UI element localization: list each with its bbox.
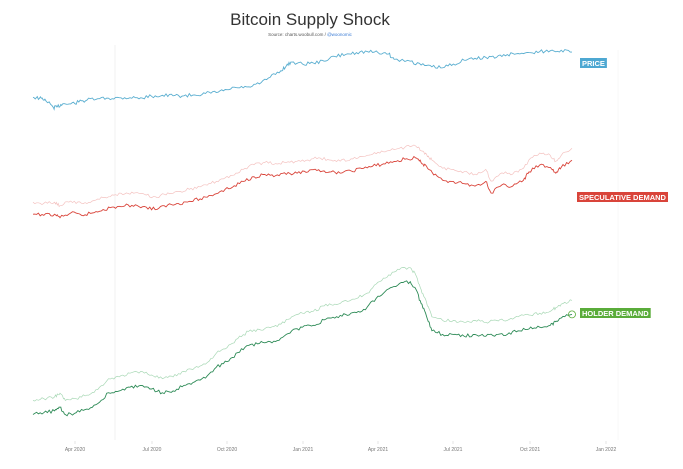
x-tick-label: Jul 2020 [143, 447, 162, 453]
series-end-marker [568, 310, 576, 319]
series-label-holder-demand: HOLDER DEMAND [580, 308, 651, 318]
x-tick-label: Oct 2021 [520, 447, 541, 453]
x-tick-label: Jul 2021 [444, 447, 463, 453]
series-label-speculative-demand: SPECULATIVE DEMAND [577, 192, 668, 202]
x-tick-label: Apr 2020 [65, 447, 86, 453]
chart-title: Bitcoin Supply Shock [230, 10, 390, 29]
x-axis-ticks: Apr 2020 Jul 2020 Oct 2020 Jan 2021 Apr 2021… [65, 441, 617, 453]
x-tick-label: Oct 2020 [217, 447, 238, 453]
series-line-holder-demand [32, 280, 573, 417]
series-labels: PRICE SPECULATIVE DEMAND HOLDER DEMAND [568, 58, 668, 319]
series-line-speculative-demand [32, 155, 573, 219]
series-lines [32, 49, 573, 417]
series-label-text: HOLDER DEMAND [582, 309, 649, 318]
x-tick-label: Jan 2021 [293, 447, 314, 453]
x-tick-label: Apr 2021 [368, 447, 389, 453]
series-reference-line-1 [32, 144, 573, 208]
subtitle-handle-link[interactable]: @woonomic [327, 32, 352, 37]
series-label-background [580, 308, 651, 318]
chart-subtitle: Source: charts.woobull.com / @woonomic [0, 32, 620, 37]
series-label-background [580, 58, 607, 68]
subtitle-source: Source: charts.woobull.com / [268, 32, 328, 37]
series-line-price [32, 49, 572, 111]
x-tick-label: Jan 2022 [596, 447, 617, 453]
series-label-text: SPECULATIVE DEMAND [579, 193, 667, 202]
series-label-text: PRICE [582, 59, 605, 68]
series-label-background [577, 192, 668, 202]
series-reference-line-2 [32, 267, 573, 402]
series-label-price: PRICE [580, 58, 607, 68]
